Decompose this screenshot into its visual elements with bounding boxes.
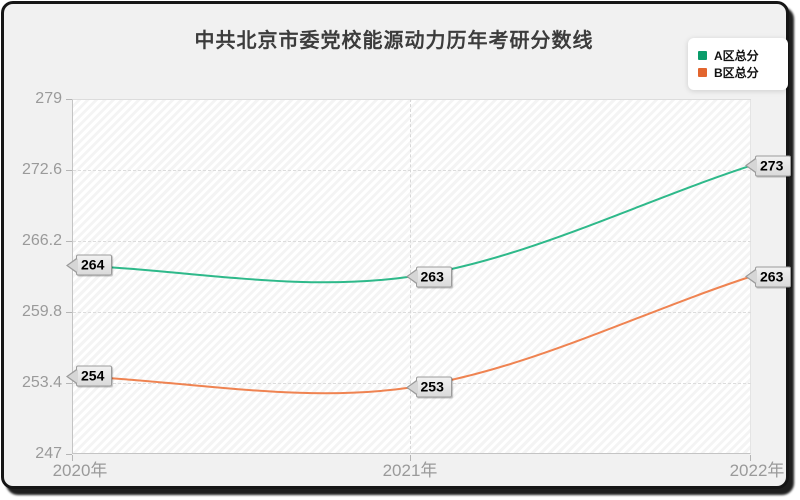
y-axis-label: 279 [35,90,62,107]
data-label: 253 [415,376,452,398]
y-axis-label: 253.4 [21,374,62,391]
legend-item-b[interactable]: B区总分 [698,64,778,81]
legend: A区总分 B区总分 [688,38,788,90]
x-axis-tick [750,455,751,461]
data-label: 263 [415,266,452,287]
y-axis-tick [66,454,72,455]
x-axis-label: 2020年 [52,461,108,480]
y-axis-tick [66,99,72,100]
gridline-horizontal [73,99,751,100]
x-axis-tick [72,455,73,461]
gridline-horizontal [73,241,751,242]
legend-marker-a-icon [698,51,707,60]
y-axis-tick [66,312,72,313]
y-axis-tick [66,241,72,242]
y-axis-label: 259.8 [21,303,62,320]
gridline-horizontal [73,170,751,171]
x-axis-label: 2022年 [729,461,785,480]
y-axis-label: 272.6 [21,161,62,178]
y-axis-label: 266.2 [21,232,62,249]
data-label: 254 [76,365,113,387]
legend-label-a: A区总分 [714,49,759,63]
y-axis-tick [66,170,72,171]
x-axis-tick [410,455,411,461]
data-label: 263 [755,266,792,287]
chart-title: 中共北京市委党校能源动力历年考研分数线 [194,30,594,52]
x-axis-label: 2021年 [382,461,438,480]
legend-item-a[interactable]: A区总分 [698,47,778,64]
gridline-horizontal [73,312,751,313]
data-label: 264 [76,254,113,276]
legend-marker-b-icon [698,68,707,77]
legend-label-b: B区总分 [714,66,759,80]
y-axis-label: 247 [35,445,62,462]
data-label: 273 [755,155,792,177]
